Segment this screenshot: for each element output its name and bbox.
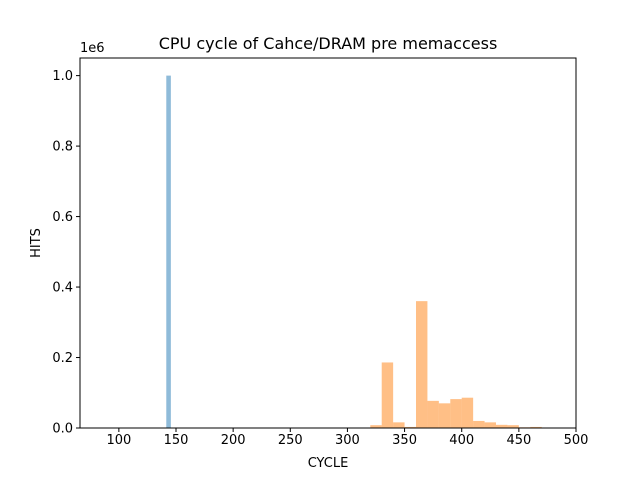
histogram-bar-series-1-bin-5 (427, 401, 438, 428)
y-tick-label: 0.0 (52, 422, 73, 437)
histogram-bar-series-0-bin-0 (166, 76, 171, 428)
x-tick-label: 250 (278, 433, 303, 448)
chart-title: CPU cycle of Cahce/DRAM pre memaccess (159, 34, 498, 53)
y-tick-label: 0.8 (52, 140, 73, 155)
histogram-bar-series-1-bin-9 (473, 421, 484, 428)
y-tick-label: 1.0 (52, 69, 73, 84)
y-tick-label: 0.6 (52, 210, 73, 225)
histogram-bar-series-1-bin-4 (416, 301, 427, 428)
x-tick-label: 400 (449, 433, 474, 448)
histogram-bar-series-1-bin-7 (450, 399, 461, 428)
x-tick-label: 150 (164, 433, 189, 448)
histogram-bar-series-1-bin-1 (382, 362, 393, 428)
y-scale-label: 1e6 (80, 41, 105, 56)
x-axis-label: CYCLE (308, 456, 349, 471)
x-tick-label: 200 (221, 433, 246, 448)
histogram-bar-series-1-bin-6 (439, 403, 450, 428)
y-tick-label: 0.4 (52, 281, 73, 296)
x-tick-label: 350 (392, 433, 417, 448)
x-tick-label: 100 (106, 433, 131, 448)
x-tick-label: 500 (564, 433, 589, 448)
x-tick-label: 300 (335, 433, 360, 448)
histogram-bar-series-1-bin-10 (485, 422, 496, 428)
x-tick-label: 450 (506, 433, 531, 448)
y-tick-label: 0.2 (52, 351, 73, 366)
histogram-bar-series-1-bin-8 (462, 398, 473, 428)
y-axis-label: HITS (29, 228, 44, 258)
histogram-bar-series-1-bin-2 (393, 422, 404, 428)
